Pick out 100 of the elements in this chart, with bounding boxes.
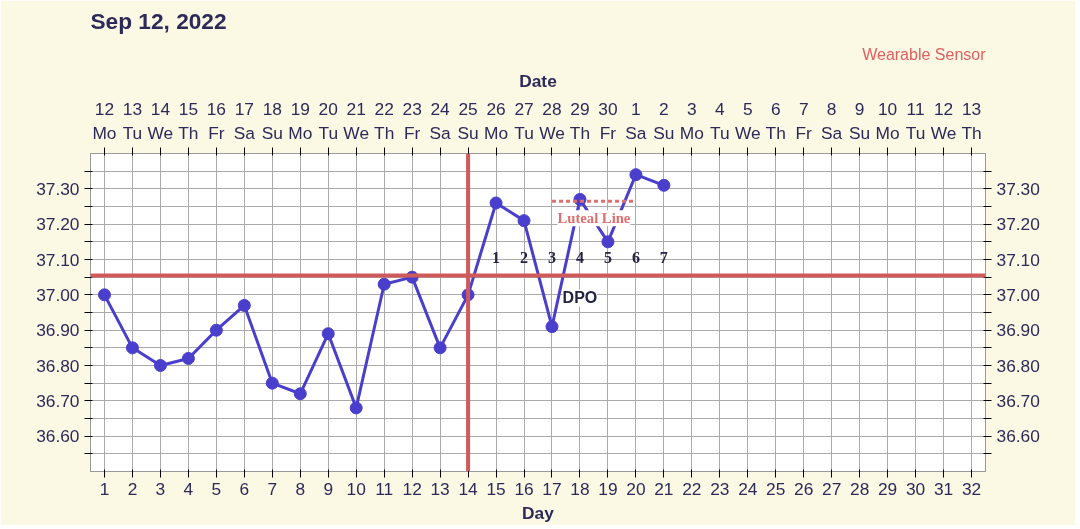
series-label: Luteal Line: [557, 210, 631, 227]
x-tick-label: 1: [99, 478, 110, 499]
y-tick-label: 36.80: [36, 355, 80, 376]
x-tick-label: 17: [542, 478, 562, 499]
text: Wearable Sensor: [862, 45, 987, 63]
x2-tick-label: 19 Mo: [288, 98, 313, 143]
x-tick-label: 16: [514, 478, 534, 499]
chart-title: Sep 12, 2022: [90, 7, 227, 34]
x-tick-label: 25: [766, 478, 786, 499]
x-tick-label: 32: [961, 478, 982, 499]
x2-tick-label: 26 Mo: [484, 98, 509, 143]
x-tick-label: 24: [738, 478, 758, 499]
x2-tick-label: 20 Tu: [318, 98, 339, 143]
x2-tick-label: 17 Sa: [233, 98, 256, 143]
x2-tick-label: 21 We: [343, 98, 370, 143]
x2-tick-label: 7 Fr: [795, 98, 813, 143]
x-tick-label: 3: [155, 478, 166, 499]
point: [601, 235, 615, 249]
x2-tick-label: 13 Tu: [122, 98, 143, 143]
x-tick-label: 21: [654, 478, 674, 499]
point: [321, 327, 335, 341]
x-tick-label: 28: [850, 478, 870, 499]
x2-tick-label: 12 Mo: [92, 98, 117, 143]
y-tick-label: 36.60: [36, 426, 80, 447]
x-tick-label: 22: [682, 478, 702, 499]
point: [97, 288, 111, 302]
y-tick-label: 37.00: [36, 284, 80, 305]
x-tick-label: 20: [626, 478, 646, 499]
point: [433, 341, 447, 355]
x2-tick-label: 9 Su: [849, 98, 871, 143]
x-tick-label: 11: [375, 478, 394, 499]
y2-tick-label: 37.00: [996, 284, 1040, 305]
point: [153, 359, 167, 372]
x2-tick-label: 11 Tu: [905, 98, 926, 143]
y-tick-label: 36.70: [36, 390, 80, 411]
y2-tick-label: 37.20: [996, 214, 1040, 235]
point: [349, 401, 363, 415]
x2-tick-label: 3 Mo: [679, 98, 704, 143]
x-tick-label: 18: [570, 478, 590, 499]
x-tick-label: 7: [267, 478, 278, 499]
x-tick-label: 19: [598, 478, 618, 499]
annotation: 3: [547, 249, 556, 267]
x2-tick-label: 15 Th: [178, 98, 199, 143]
x-tick-label: 8: [295, 478, 306, 499]
point: [517, 214, 531, 228]
x2-tick-label: 14 We: [147, 98, 174, 143]
x-tick-label: 4: [183, 478, 194, 499]
x2-tick-label: 25 Su: [457, 98, 479, 143]
annotation: 7: [659, 249, 668, 267]
point: [265, 376, 279, 390]
x2-tick-label: 12 We: [930, 98, 957, 143]
y-tick-label: 37.30: [36, 178, 80, 199]
x-tick-label: 12: [402, 478, 422, 499]
x-tick-label: 9: [323, 478, 334, 499]
x2-tick-label: 30 Fr: [598, 98, 618, 143]
x2-tick-label: 13 Th: [961, 98, 982, 143]
x-tick-label: 13: [430, 478, 450, 499]
x2-tick-label: 23 Fr: [402, 98, 422, 143]
x2-tick-label: 2 Su: [653, 98, 675, 143]
point: [125, 341, 139, 355]
y2-tick-label: 36.70: [996, 390, 1040, 411]
x2-tick-label: 29 Th: [569, 98, 591, 143]
point: [293, 387, 307, 401]
y2-tick-label: 37.10: [996, 249, 1040, 270]
x-tick-label: 14: [458, 478, 479, 499]
x2-tick-label: 4 Tu: [710, 98, 730, 143]
annotation: DPO: [562, 289, 598, 307]
x-tick-label: 10: [346, 478, 366, 499]
annotation: 1: [492, 249, 501, 267]
point: [489, 196, 503, 210]
y2-tick-label: 36.80: [996, 355, 1040, 376]
point: [629, 168, 643, 182]
point: [657, 178, 671, 192]
y-tick-label: 36.90: [36, 320, 80, 341]
x2-tick-label: 27 Tu: [514, 98, 534, 143]
annotation: 6: [631, 249, 640, 267]
x-tick-label: 23: [710, 478, 730, 499]
x-tick-label: 27: [822, 478, 842, 499]
point: [209, 323, 223, 337]
point: [545, 320, 559, 334]
annotation: 2: [520, 249, 529, 267]
x2-tick-label: 28 We: [539, 98, 565, 143]
y2-tick-label: 36.60: [996, 426, 1040, 447]
x-tick-label: 26: [794, 478, 814, 499]
x-tick-label: 6: [239, 478, 250, 499]
y2-tick-label: 36.90: [996, 320, 1040, 341]
x-tick-label: 31: [933, 478, 954, 499]
point: [237, 298, 251, 312]
point: [181, 351, 195, 365]
x-tick-label: 29: [877, 478, 898, 499]
x2-tick-label: 18 Su: [261, 98, 283, 143]
x2-tick-label: 1 Sa: [625, 98, 647, 143]
x-tick-label: 2: [127, 478, 138, 499]
annotation: 4: [575, 249, 584, 267]
y-tick-label: 37.20: [36, 214, 80, 235]
x2-axis-title: Date: [519, 70, 558, 91]
x2-tick-label: 8 Sa: [821, 98, 843, 143]
x-tick-label: 30: [905, 478, 926, 499]
point: [377, 277, 391, 291]
x2-tick-label: 22 Th: [374, 98, 395, 143]
